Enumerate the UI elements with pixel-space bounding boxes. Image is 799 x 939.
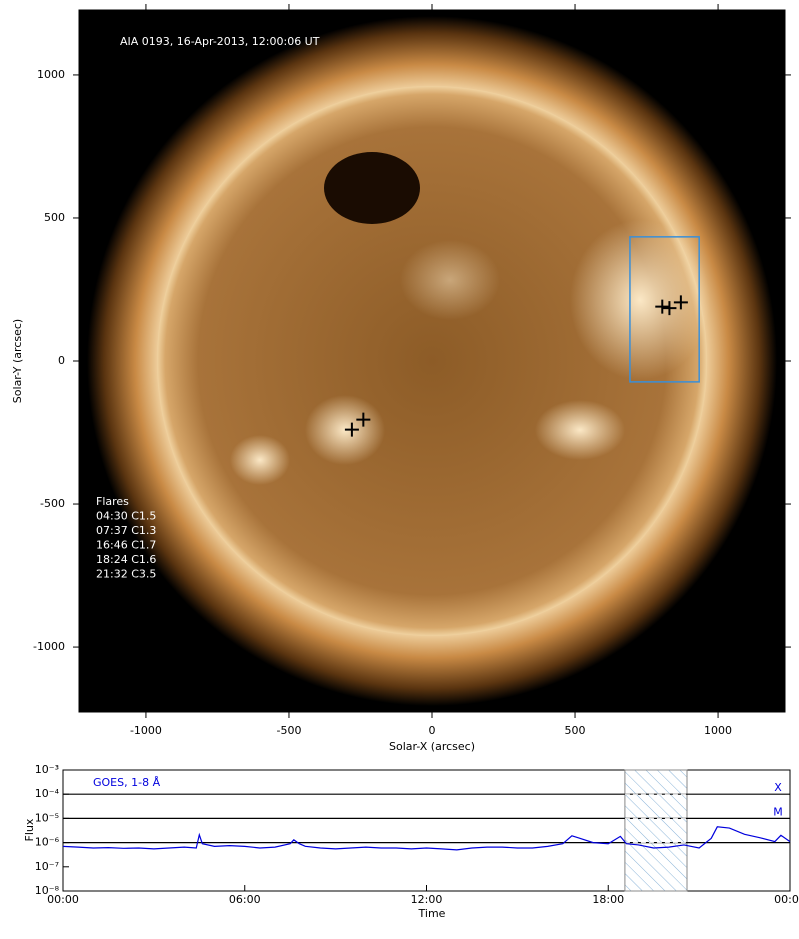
x-tick-label: 12:00 <box>411 893 443 906</box>
flare-list: Flares <box>96 495 129 508</box>
legend-label: GOES, 1-8 Å <box>93 776 161 789</box>
x-tick-label: 00:00 <box>774 893 799 906</box>
flare-marker <box>344 422 359 437</box>
sun-image <box>79 10 785 712</box>
flare-marker <box>356 412 371 427</box>
y-tick-label: 10⁻⁸ <box>35 884 60 897</box>
class-label: X <box>774 781 782 794</box>
y-axis-label: Solar-Y (arcsec) <box>11 319 24 403</box>
x-tick-label: -500 <box>276 724 301 737</box>
image-title: AIA 0193, 16-Apr-2013, 12:00:06 UT <box>120 35 320 48</box>
x-tick-label: 00:00 <box>47 893 79 906</box>
class-label: M <box>773 805 783 818</box>
x-tick-label: 0 <box>429 724 436 737</box>
y-tick-label: 500 <box>44 211 65 224</box>
flare-marker <box>673 295 688 310</box>
flare-marker <box>662 301 677 316</box>
y-tick-label: -500 <box>40 497 65 510</box>
y-tick-label: -1000 <box>33 640 65 653</box>
y-tick-label: 10⁻⁵ <box>35 811 59 824</box>
highlight-region <box>624 769 688 892</box>
y-tick-label: 1000 <box>37 68 65 81</box>
flare-list: 07:37 C1.3 <box>96 524 156 537</box>
flux-line <box>62 826 791 851</box>
y-tick-label: 10⁻⁷ <box>35 860 59 873</box>
y-axis-label: Flux <box>23 818 36 841</box>
flare-list: 16:46 C1.7 <box>96 539 156 552</box>
y-tick-label: 10⁻⁶ <box>35 836 60 849</box>
x-tick-label: 06:00 <box>229 893 261 906</box>
region-box <box>629 236 700 383</box>
flare-list: 21:32 C3.5 <box>96 568 156 581</box>
y-tick-label: 10⁻⁴ <box>35 787 60 800</box>
x-axis-label: Time <box>418 907 446 920</box>
flare-list: 04:30 C1.5 <box>96 510 156 523</box>
x-tick-label: 500 <box>565 724 586 737</box>
y-tick-label: 10⁻³ <box>35 763 59 776</box>
y-tick-label: 0 <box>58 354 65 367</box>
x-tick-label: -1000 <box>130 724 162 737</box>
x-tick-label: 18:00 <box>592 893 624 906</box>
x-tick-label: 1000 <box>704 724 732 737</box>
flare-list: 18:24 C1.6 <box>96 553 156 566</box>
flare-marker <box>655 299 670 314</box>
x-axis-label: Solar-X (arcsec) <box>389 740 475 753</box>
